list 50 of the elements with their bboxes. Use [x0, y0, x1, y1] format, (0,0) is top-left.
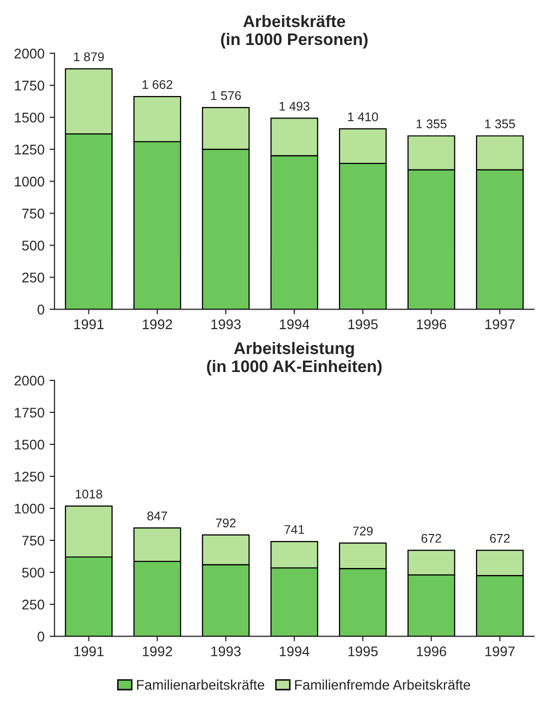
x-tick-label: 1995: [348, 319, 378, 330]
x-tick-label: 1996: [416, 319, 446, 330]
y-tick-label: 1750: [14, 408, 44, 418]
y-tick-label: 1750: [14, 80, 44, 90]
chart-title: Arbeitsleistung (in 1000 AK-Einheiten): [207, 342, 382, 376]
total-label: 672: [490, 534, 510, 543]
x-tick-label: 1993: [211, 646, 241, 656]
y-tick-label: 250: [22, 272, 44, 282]
y-tick-label: 1500: [14, 112, 44, 122]
total-label: 847: [147, 512, 168, 520]
x-tick-label: 1992: [142, 319, 172, 330]
total-label: 792: [216, 518, 236, 528]
x-tick-label: 1997: [485, 646, 515, 656]
total-label: 1 662: [142, 80, 172, 89]
y-tick-label: 750: [22, 208, 44, 218]
y-tick-label: 500: [22, 568, 44, 578]
total-label: 1 410: [348, 112, 378, 122]
y-tick-label: 2000: [14, 376, 44, 386]
total-label: 1018: [76, 490, 102, 498]
y-tick-label: 1250: [14, 144, 44, 154]
legend-label: Familienfremde Arbeitskräfte: [295, 680, 470, 690]
y-tick-label: 250: [22, 600, 44, 610]
total-label: 672: [422, 534, 442, 543]
x-tick-label: 1992: [142, 646, 172, 656]
total-label: 1 879: [74, 52, 104, 62]
y-tick-label: 1000: [14, 176, 44, 186]
y-tick-label: 1250: [14, 472, 44, 482]
total-label: 729: [353, 526, 373, 536]
y-tick-label: 0: [38, 632, 44, 642]
y-tick-label: 1000: [14, 504, 44, 514]
chart-title: Arbeitskräfte (in 1000 Personen): [221, 14, 368, 48]
x-tick-label: 1991: [74, 646, 104, 656]
x-tick-label: 1997: [485, 319, 515, 330]
total-label: 1 355: [485, 119, 515, 128]
total-label: 1 576: [211, 91, 241, 100]
y-tick-label: 500: [22, 240, 44, 250]
x-tick-label: 1991: [74, 319, 104, 330]
y-tick-label: 2000: [14, 48, 44, 58]
y-tick-label: 1500: [14, 440, 44, 450]
total-label: 741: [284, 525, 304, 534]
legend-label: Familienarbeitskräfte: [137, 680, 264, 690]
x-tick-label: 1994: [280, 646, 310, 656]
x-tick-label: 1994: [280, 319, 310, 330]
x-tick-label: 1996: [416, 646, 446, 656]
total-label: 1 355: [416, 119, 446, 128]
x-tick-label: 1993: [211, 319, 241, 330]
x-tick-label: 1995: [348, 646, 378, 656]
y-tick-label: 0: [38, 304, 44, 314]
total-label: 1 493: [280, 102, 310, 111]
y-tick-label: 750: [22, 536, 44, 546]
